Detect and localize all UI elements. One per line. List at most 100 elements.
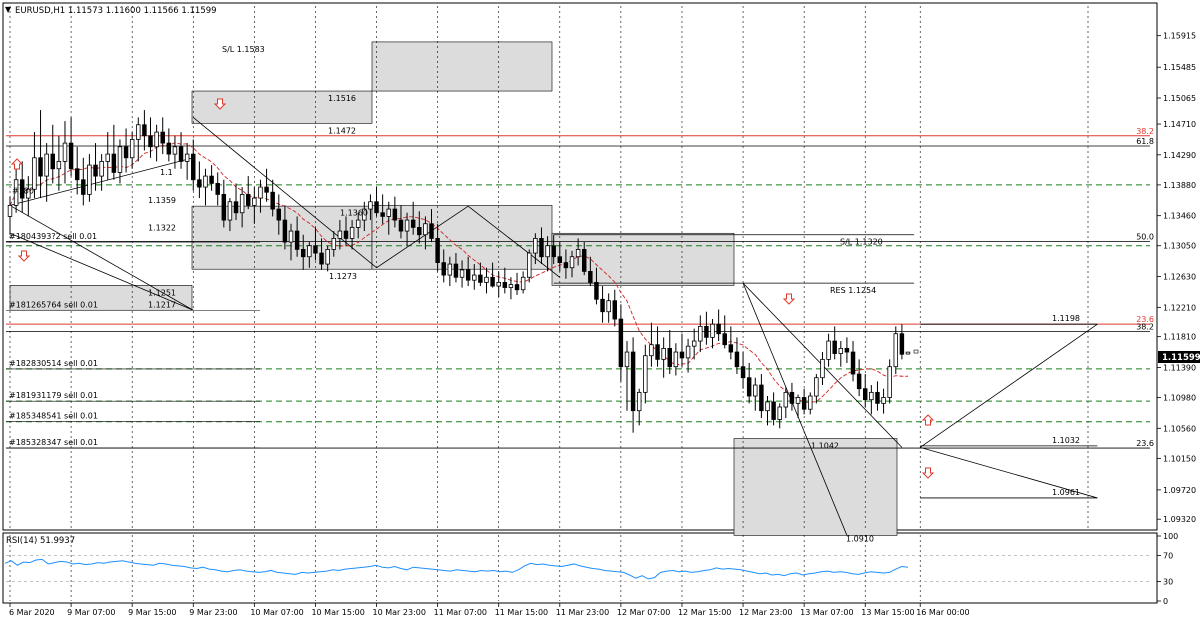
candle[interactable]: [19, 179, 25, 199]
candle[interactable]: [203, 175, 208, 188]
candle[interactable]: [380, 212, 385, 217]
candle[interactable]: [734, 351, 740, 368]
candle[interactable]: [142, 124, 147, 137]
candle[interactable]: [368, 201, 373, 210]
candle[interactable]: [765, 401, 770, 412]
candle[interactable]: [545, 245, 550, 258]
candle[interactable]: [87, 164, 92, 195]
candle[interactable]: [551, 245, 556, 258]
candle[interactable]: [270, 191, 275, 210]
candle[interactable]: [606, 300, 611, 313]
candle[interactable]: [575, 249, 581, 258]
candle[interactable]: [459, 269, 465, 278]
candle[interactable]: [600, 298, 605, 313]
candle[interactable]: [795, 397, 801, 404]
candle[interactable]: [838, 347, 844, 354]
candle[interactable]: [166, 142, 172, 155]
candle[interactable]: [13, 179, 19, 206]
candle[interactable]: [716, 323, 721, 335]
order-label[interactable]: #185348541 sell 0.01: [9, 412, 98, 421]
candle[interactable]: [539, 238, 544, 258]
candle[interactable]: [496, 281, 501, 287]
candle[interactable]: [154, 131, 159, 148]
candle[interactable]: [722, 333, 727, 346]
candle[interactable]: [673, 351, 679, 368]
candle[interactable]: [563, 262, 569, 269]
candle[interactable]: [111, 153, 117, 173]
candle[interactable]: [679, 351, 685, 359]
candle[interactable]: [62, 142, 68, 162]
candle[interactable]: [856, 373, 862, 390]
candle[interactable]: [881, 397, 886, 404]
candle[interactable]: [44, 153, 49, 177]
candle[interactable]: [863, 388, 868, 401]
candle[interactable]: [276, 208, 282, 221]
candle[interactable]: [288, 230, 294, 243]
candle[interactable]: [264, 186, 269, 193]
candle[interactable]: [343, 230, 349, 239]
candle[interactable]: [435, 238, 440, 264]
candle[interactable]: [850, 351, 856, 375]
candle[interactable]: [117, 146, 123, 173]
candle[interactable]: [319, 252, 324, 265]
candle[interactable]: [99, 161, 104, 177]
candle[interactable]: [789, 391, 795, 404]
candle[interactable]: [246, 194, 251, 206]
candle[interactable]: [294, 230, 300, 250]
candle[interactable]: [93, 164, 98, 177]
candle[interactable]: [404, 219, 410, 232]
candle[interactable]: [398, 219, 404, 232]
candle[interactable]: [893, 333, 899, 368]
candle[interactable]: [533, 238, 538, 254]
candle[interactable]: [759, 384, 764, 412]
candle[interactable]: [38, 157, 43, 177]
candle[interactable]: [410, 219, 416, 228]
time-axis[interactable]: 6 Mar 2020 9 Mar 07:00 9 Mar 15:00 9 Mar 23…: [9, 603, 970, 617]
candle[interactable]: [905, 351, 911, 355]
candle[interactable]: [331, 238, 337, 250]
candle[interactable]: [441, 262, 446, 276]
candle[interactable]: [68, 142, 74, 170]
candle[interactable]: [691, 340, 697, 347]
candle[interactable]: [252, 197, 257, 206]
candle[interactable]: [581, 249, 587, 272]
candle[interactable]: [172, 146, 178, 155]
candle[interactable]: [698, 325, 703, 342]
candle[interactable]: [753, 384, 758, 397]
candle[interactable]: [160, 131, 165, 144]
candle[interactable]: [209, 175, 214, 184]
candle[interactable]: [728, 344, 734, 353]
candle[interactable]: [423, 223, 428, 236]
candle[interactable]: [502, 281, 508, 288]
candle[interactable]: [685, 345, 691, 359]
order-label[interactable]: #1804393?2 sell 0.01: [9, 232, 97, 241]
candle[interactable]: [594, 281, 599, 300]
candle[interactable]: [661, 347, 666, 360]
candle[interactable]: [178, 146, 184, 162]
candle[interactable]: [355, 219, 361, 228]
candle[interactable]: [313, 245, 318, 254]
candle[interactable]: [7, 205, 13, 217]
candle[interactable]: [667, 347, 672, 368]
candle[interactable]: [233, 201, 239, 214]
candle[interactable]: [832, 340, 837, 354]
candle[interactable]: [899, 333, 905, 355]
candle[interactable]: [801, 397, 807, 410]
candle[interactable]: [184, 153, 190, 162]
rsi-line[interactable]: [4, 558, 909, 580]
candle[interactable]: [50, 153, 55, 170]
candle[interactable]: [484, 276, 489, 283]
candle[interactable]: [655, 344, 660, 360]
candle[interactable]: [472, 274, 477, 281]
candles-layer[interactable]: [7, 110, 911, 433]
candle[interactable]: [300, 249, 306, 258]
candle[interactable]: [643, 355, 648, 393]
candle[interactable]: [869, 391, 874, 401]
candle[interactable]: [307, 245, 312, 258]
candle[interactable]: [282, 219, 288, 243]
candle[interactable]: [374, 201, 379, 214]
candle[interactable]: [429, 223, 434, 239]
candle[interactable]: [105, 153, 110, 162]
